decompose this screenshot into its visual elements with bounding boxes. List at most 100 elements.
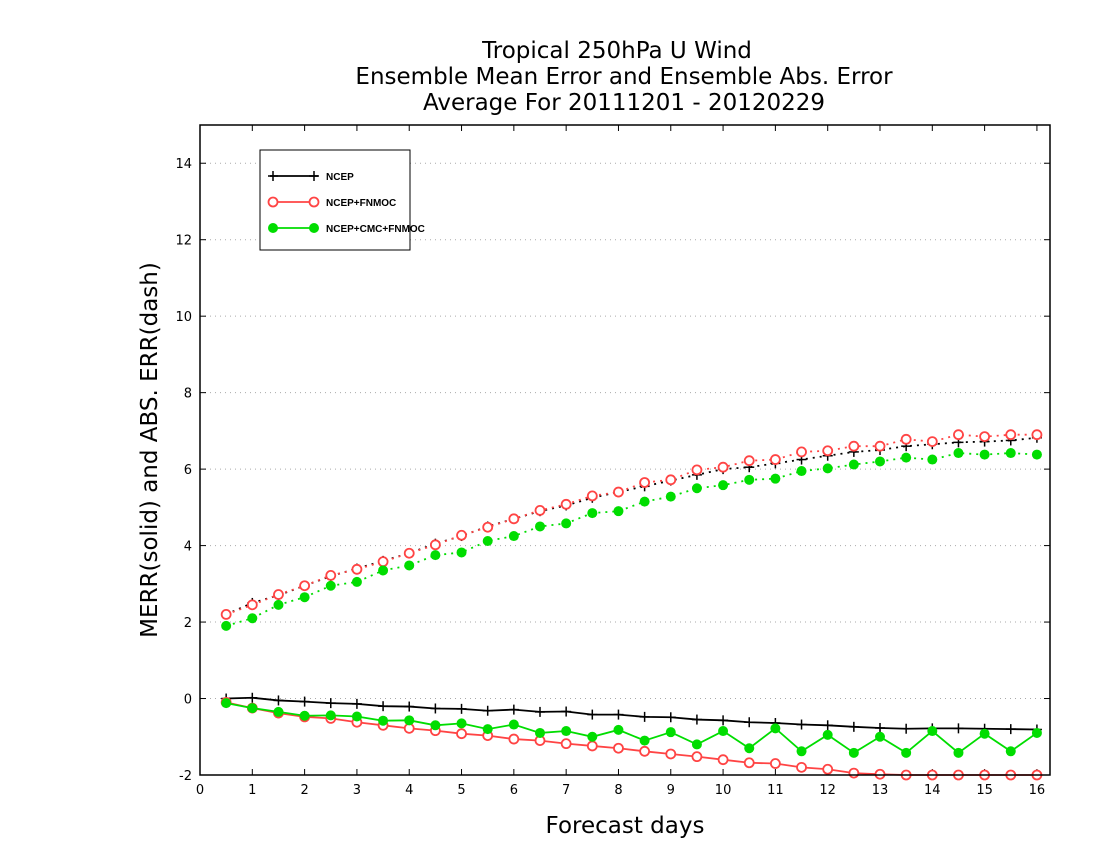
data-point <box>404 701 415 712</box>
data-point <box>299 696 310 707</box>
y-tick-label: 4 <box>184 540 192 555</box>
data-point <box>665 491 676 502</box>
data-point <box>247 613 258 624</box>
data-point <box>822 720 833 731</box>
legend-marker <box>309 171 319 181</box>
data-point <box>535 521 545 532</box>
data-point <box>456 529 467 541</box>
y-tick-label: -2 <box>179 769 192 784</box>
data-point <box>404 560 415 571</box>
data-point <box>587 508 598 519</box>
data-point <box>979 431 991 443</box>
x-tick-label: 10 <box>715 783 732 798</box>
data-point <box>874 440 886 452</box>
data-point <box>273 589 284 600</box>
data-point <box>560 738 572 750</box>
series-line <box>225 433 1037 616</box>
data-point <box>273 706 284 717</box>
data-point <box>927 726 938 737</box>
legend-label: NCEP <box>326 172 354 183</box>
data-point <box>508 733 520 745</box>
data-point <box>403 547 415 559</box>
data-point <box>901 452 912 463</box>
data-point <box>430 550 441 561</box>
data-point <box>639 745 651 757</box>
data-point <box>744 717 755 728</box>
data-point <box>351 576 362 587</box>
data-point <box>796 746 807 757</box>
data-point <box>691 739 702 750</box>
data-point <box>875 722 885 733</box>
legend-box <box>259 149 411 251</box>
data-point <box>796 719 807 730</box>
series-line <box>226 696 1037 731</box>
series-line <box>225 436 1038 616</box>
series-ncep-abs-error <box>221 432 1042 620</box>
data-point <box>665 727 676 738</box>
y-tick-label: 8 <box>184 387 192 402</box>
data-point <box>1005 724 1016 735</box>
data-point <box>848 440 860 452</box>
data-point <box>613 506 624 517</box>
data-point <box>482 724 493 735</box>
data-point <box>482 705 493 716</box>
data-point <box>769 758 781 769</box>
data-point <box>273 599 284 610</box>
data-point <box>299 580 311 592</box>
data-point <box>665 712 676 723</box>
series-ncep-cmc-fnmoc-abs-error <box>221 448 1042 631</box>
data-point <box>848 767 860 779</box>
y-axis-ticks: -2 0 2 4 6 8 10 12 14 <box>175 157 1050 784</box>
title-line-1: Tropical 250hPa U Wind <box>481 38 752 64</box>
data-point <box>613 724 624 735</box>
legend-marker <box>268 223 278 233</box>
data-point <box>796 761 807 773</box>
data-point <box>325 698 336 709</box>
series <box>220 429 1043 781</box>
title-line-3: Average For 20111201 - 20120229 <box>423 90 825 116</box>
data-point <box>430 703 441 714</box>
data-point <box>691 714 702 725</box>
data-point <box>1005 429 1017 441</box>
data-point <box>482 536 493 546</box>
series-line <box>225 452 1037 627</box>
data-point <box>1031 429 1043 441</box>
data-point <box>953 723 964 734</box>
data-point <box>325 570 337 581</box>
data-point <box>665 474 677 486</box>
data-point <box>404 715 415 726</box>
series-ncep-fnmoc-mean-error <box>220 696 1043 781</box>
data-point <box>900 433 912 445</box>
data-point <box>587 731 598 742</box>
data-point <box>927 454 938 465</box>
data-point <box>560 498 572 510</box>
data-point <box>979 728 990 739</box>
data-point <box>769 454 781 465</box>
data-point <box>717 754 729 766</box>
data-point <box>1005 746 1016 757</box>
plot-frame <box>199 124 1051 776</box>
data-point <box>561 706 572 717</box>
data-point <box>351 563 363 575</box>
data-point <box>586 490 598 502</box>
legend-marker <box>308 196 320 208</box>
data-point <box>561 726 572 737</box>
x-tick-label: 2 <box>300 783 308 798</box>
series-ncep-cmc-fnmoc-mean-error <box>221 698 1042 758</box>
x-tick-label: 0 <box>196 783 204 798</box>
data-point <box>429 539 441 551</box>
x-tick-label: 16 <box>1029 783 1046 798</box>
data-point <box>639 477 651 488</box>
data-point <box>535 706 545 717</box>
data-point <box>377 556 389 568</box>
data-point <box>875 456 885 467</box>
y-tick-label: 12 <box>175 234 192 249</box>
data-point <box>875 731 885 742</box>
data-point <box>743 757 755 769</box>
chart-title: Tropical 250hPa U Wind Ensemble Mean Err… <box>355 38 893 116</box>
data-point <box>534 505 546 516</box>
y-tick-label: 10 <box>175 310 192 325</box>
data-point <box>743 455 755 467</box>
data-point <box>613 486 624 498</box>
data-point <box>822 463 833 474</box>
